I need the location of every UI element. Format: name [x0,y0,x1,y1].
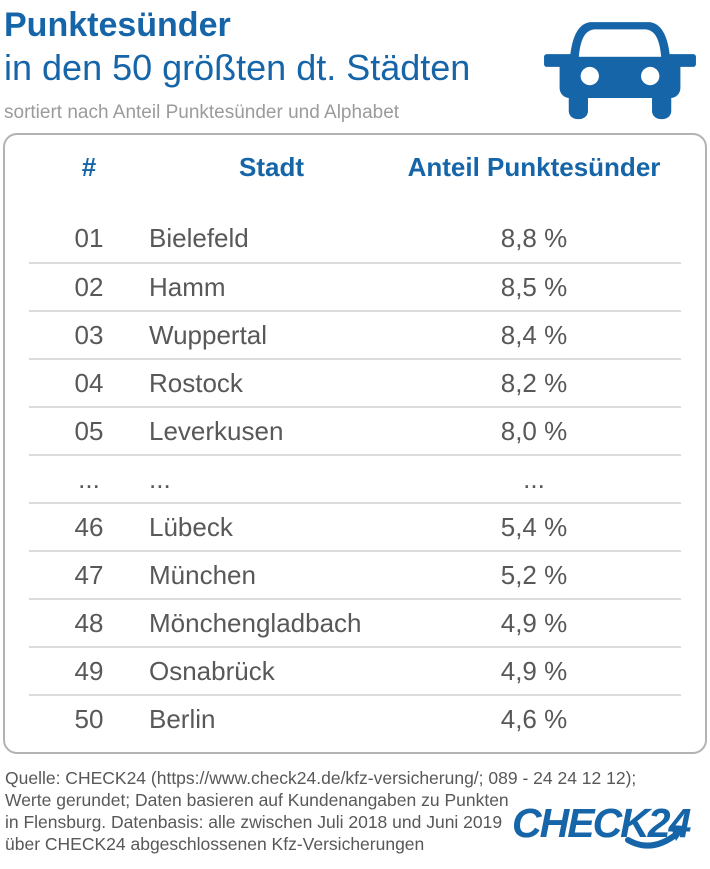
source-line: in Flensburg. Datenbasis: alle zwischen … [5,812,503,832]
table-row: 04 Rostock 8,2 % [29,358,681,406]
check24-logo-text: CHECK24 [512,800,692,846]
city-cell: München [149,559,256,590]
city-cell: Leverkusen [149,415,284,446]
share-cell: 4,6 % [500,703,568,734]
city-cell: Bielefeld [149,222,249,253]
table-row: ... ... ... [29,454,681,502]
ranking-table: # Stadt Anteil Punktesünder 01 Bielefeld… [3,133,707,754]
column-header-rank: # [81,151,97,182]
rank-cell: 02 [74,271,104,302]
city-cell: Rostock [149,367,243,398]
table-row: 01 Bielefeld 8,8 % [29,214,681,262]
share-cell: 8,2 % [500,367,568,398]
table-row: 50 Berlin 4,6 % [29,694,681,742]
rank-cell: 05 [74,415,104,446]
rank-cell: ... [78,463,100,494]
share-cell: 5,4 % [500,511,568,542]
footer: Quelle: CHECK24 (https://www.check24.de/… [5,767,710,855]
page-title: Punktesünder [4,6,231,44]
sort-note: sortiert nach Anteil Punktesünder und Al… [4,102,400,123]
table-row: 48 Mönchengladbach 4,9 % [29,598,681,646]
city-cell: Lübeck [149,511,233,542]
share-cell: 4,9 % [500,655,568,686]
rank-cell: 50 [74,703,104,734]
share-cell: 8,8 % [500,222,568,253]
column-header-city: Stadt [239,151,304,182]
rank-cell: 48 [74,607,104,638]
source-line: über CHECK24 abgeschlossenen Kfz-Versich… [5,834,425,854]
city-cell: Berlin [149,703,216,734]
city-cell: Hamm [149,271,226,302]
city-cell: Mönchengladbach [149,607,362,638]
share-cell: 8,5 % [500,271,568,302]
page-subtitle-line: in den 50 größten dt. Städten [4,47,471,88]
source-line: Werte gerundet; Daten basieren auf Kunde… [5,790,509,810]
rank-cell: 01 [74,222,104,253]
table-row: 47 München 5,2 % [29,550,681,598]
rank-cell: 49 [74,655,104,686]
share-cell: 4,9 % [500,607,568,638]
table-row: 46 Lübeck 5,4 % [29,502,681,550]
infographic-header: Punktesünder in den 50 größten dt. Städt… [0,0,710,124]
table-row: 05 Leverkusen 8,0 % [29,406,681,454]
share-cell: 5,2 % [500,559,568,590]
share-cell: ... [523,463,545,494]
table-row: 49 Osnabrück 4,9 % [29,646,681,694]
car-front-icon [538,12,702,120]
share-cell: 8,4 % [500,319,568,350]
rank-cell: 46 [74,511,104,542]
rank-cell: 04 [74,367,104,398]
check24-logo: CHECK24 [512,797,704,853]
rank-cell: 47 [74,559,104,590]
city-cell: ... [149,463,171,494]
city-cell: Osnabrück [149,655,275,686]
table-header-row: # Stadt Anteil Punktesünder [29,147,681,187]
table-row: 03 Wuppertal 8,4 % [29,310,681,358]
rank-cell: 03 [74,319,104,350]
source-line: Quelle: CHECK24 (https://www.check24.de/… [5,768,637,788]
column-header-share: Anteil Punktesünder [407,151,661,182]
city-cell: Wuppertal [149,319,268,350]
table-row: 02 Hamm 8,5 % [29,262,681,310]
table-body: 01 Bielefeld 8,8 % 02 Hamm 8,5 % 03 Wupp… [29,214,681,742]
share-cell: 8,0 % [500,415,568,446]
